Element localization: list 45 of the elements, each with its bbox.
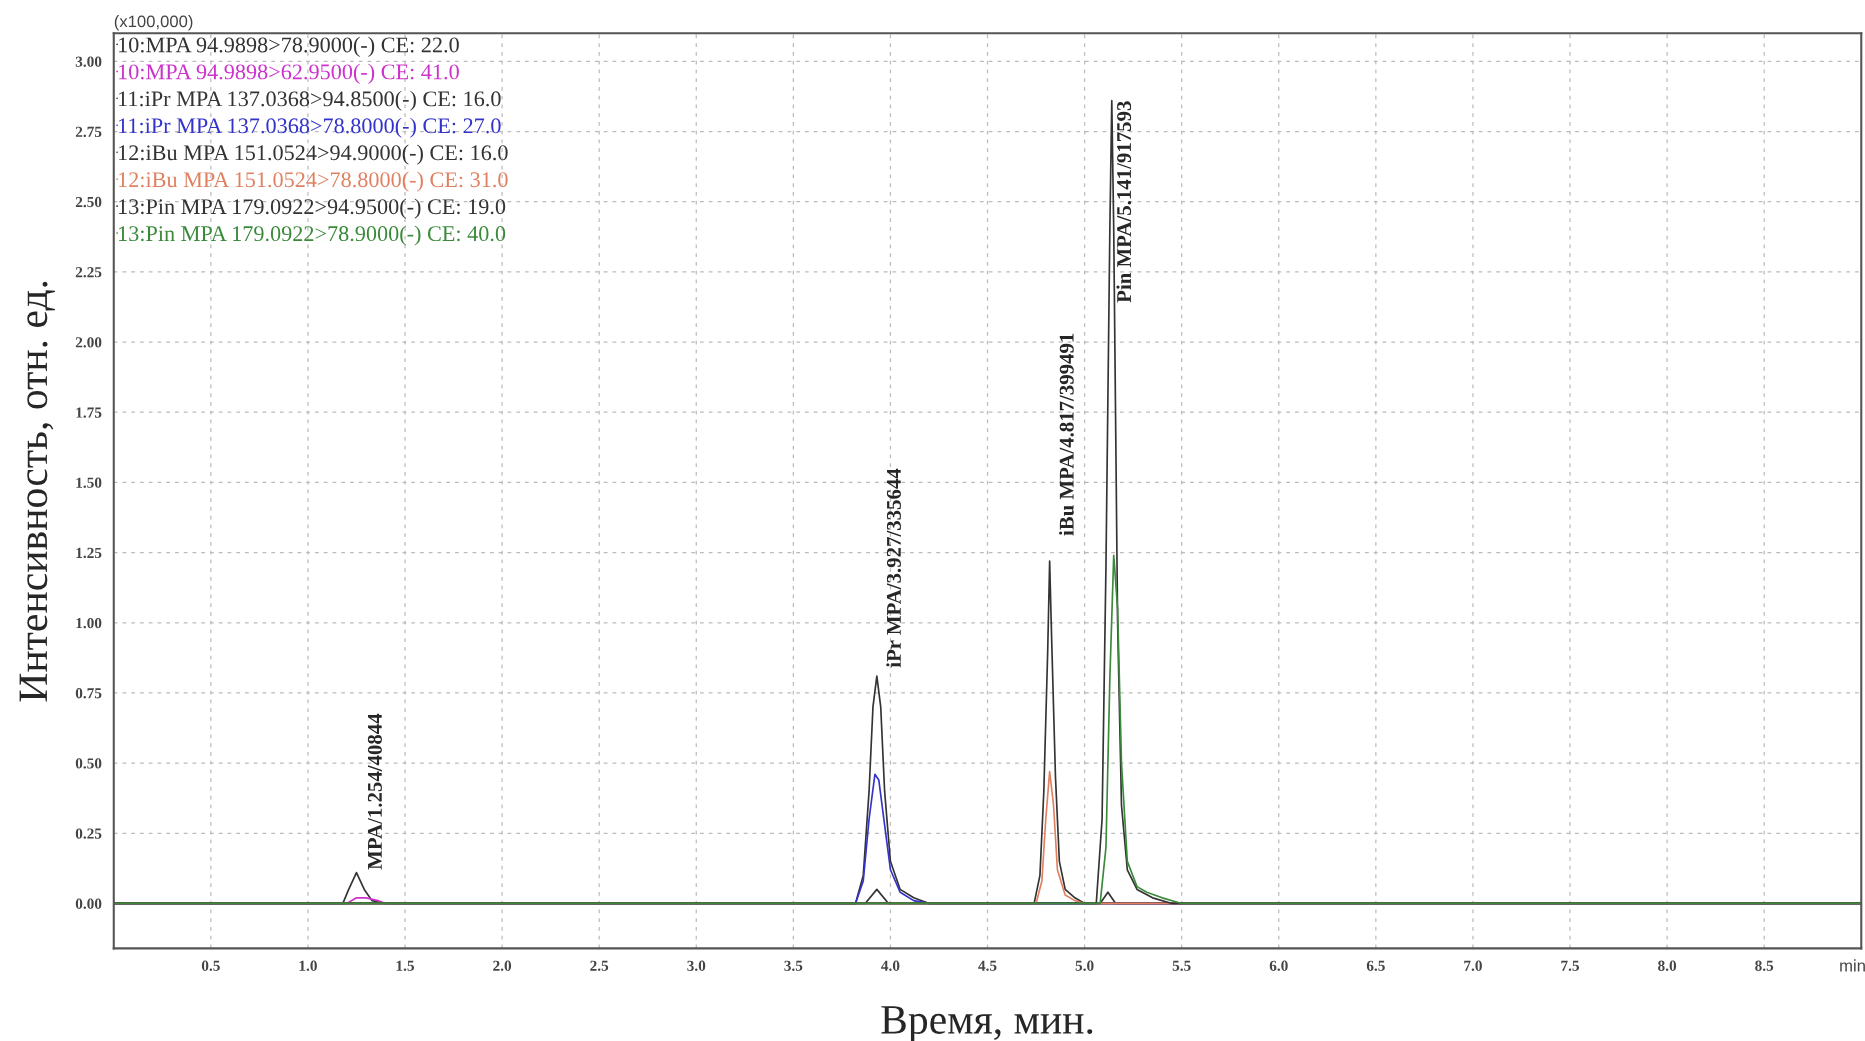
y-tick-label: 2.00 [75, 337, 102, 348]
legend-label: 13:Pin MPA 179.0922>78.9000(-) CE: 40.0 [119, 225, 506, 246]
text: min [1840, 959, 1865, 972]
x-tick-label: 6.0 [1269, 960, 1288, 971]
y-tick-label: 1.25 [76, 547, 102, 559]
y-tick-label: 1.00 [76, 617, 102, 629]
y-tick-label: 0.50 [75, 758, 102, 769]
y-tick-label: 0.75 [75, 688, 102, 699]
x-tick-label: 1.5 [396, 960, 415, 971]
annotation: MPA/1.254/40844 [367, 713, 382, 870]
x-tick-label: 0.5 [201, 960, 220, 971]
x-tick-label: 7.0 [1464, 960, 1482, 971]
annotation: Pin MPA/5.141/917593 [1116, 101, 1132, 303]
legend-label: 12:iBu MPA 151.0524>78.8000(-) CE: 31.0 [119, 171, 508, 192]
x-tick-label: 4.0 [881, 960, 900, 971]
x-tick-label: 4.5 [978, 960, 997, 971]
y-axis-title: Интенсивность, отн. ед. [19, 281, 55, 702]
y-tick-label: 1.75 [76, 407, 102, 418]
legend-label: 10:MPA 94.9898>62.9500(-) CE: 41.0 [119, 63, 459, 84]
legend-label: 10:MPA 94.9898>78.9000(-) CE: 22.0 [119, 36, 459, 57]
legend-label: 11:iPr MPA 137.0368>94.8500(-) CE: 16.0 [119, 90, 501, 111]
x-tick-label: 2.0 [493, 960, 512, 971]
x-tick-label: 5.0 [1075, 960, 1094, 971]
annotation: iBu MPA/4.817/399491 [1059, 333, 1074, 536]
y-tick-label: 1.50 [76, 477, 102, 488]
legend-label: 11:iPr MPA 137.0368>78.8000(-) CE: 27.0 [119, 117, 501, 138]
y-tick-label: 2.75 [75, 126, 102, 138]
x-tick-label: 2.5 [590, 960, 609, 971]
x-tick-label: 3.5 [784, 960, 803, 971]
x-tick-label: 8.0 [1658, 960, 1677, 971]
x-tick-label: 6.5 [1366, 960, 1385, 971]
y-tick-label: 2.25 [75, 267, 102, 278]
y-tick-label: 3.00 [75, 56, 102, 67]
x-tick-label: 8.5 [1755, 960, 1774, 971]
y-tick-label: 2.50 [75, 196, 102, 208]
annotation: iPr MPA/3.927/335644 [886, 468, 902, 668]
legend-label: 12:iBu MPA 151.0524>94.9000(-) CE: 16.0 [119, 144, 508, 165]
x-tick-label: 1.0 [299, 960, 317, 971]
text: (x100,000) [114, 15, 193, 31]
legend-label: 13:Pin MPA 179.0922>94.9500(-) CE: 19.0 [119, 198, 506, 219]
y-tick-label: 0.00 [75, 898, 102, 909]
y-tick-label: 0.25 [75, 828, 102, 839]
x-tick-label: 3.0 [687, 960, 706, 971]
x-tick-label: 5.5 [1172, 960, 1191, 971]
x-tick-label: 7.5 [1561, 960, 1580, 971]
